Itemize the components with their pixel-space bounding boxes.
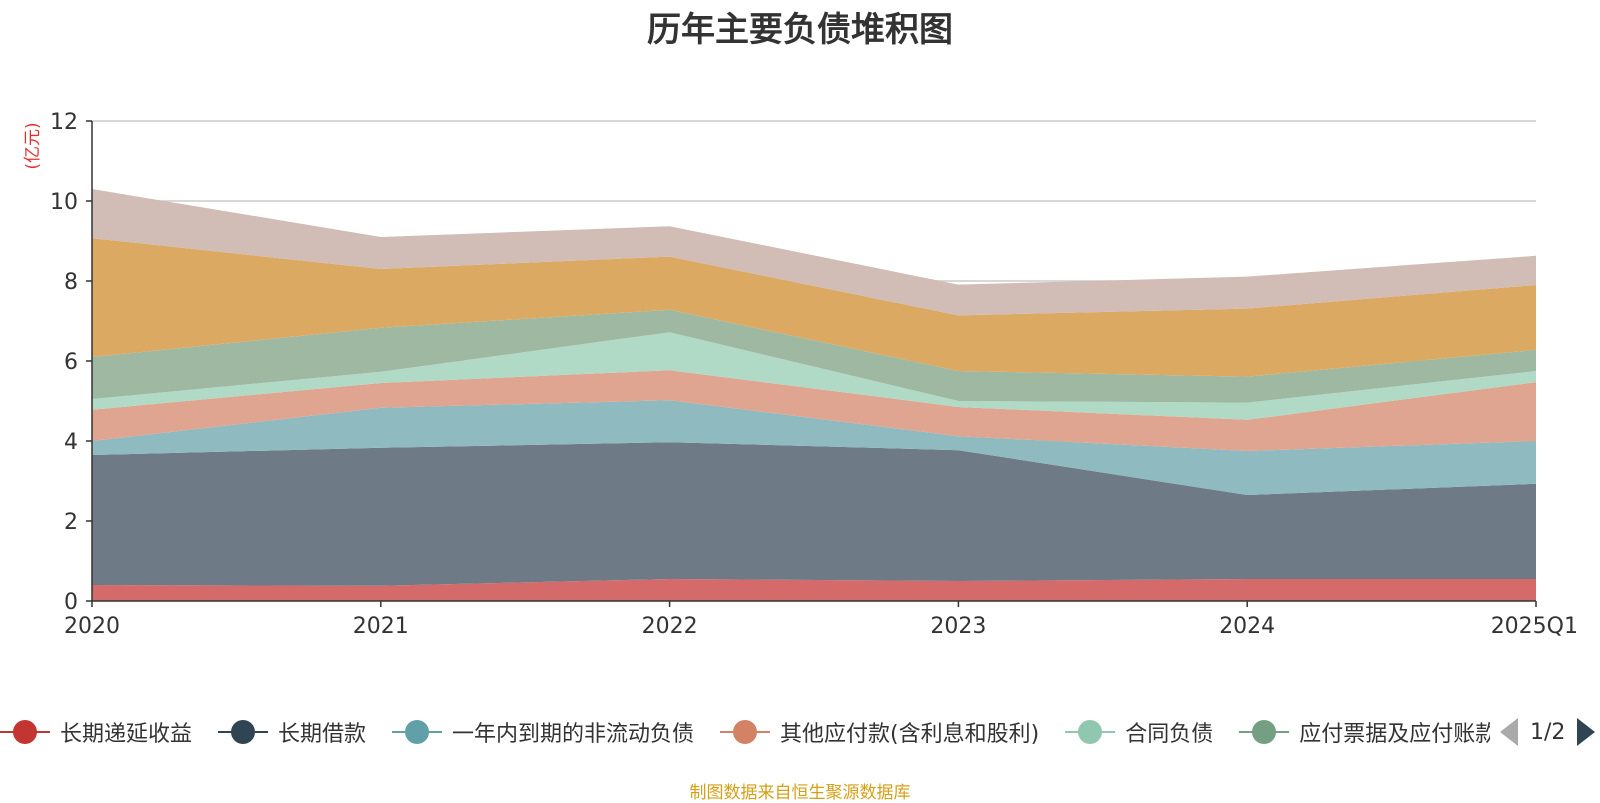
legend-item-label: 长期递延收益 xyxy=(60,722,193,747)
legend-next-arrow-icon[interactable] xyxy=(1577,718,1596,746)
legend-item[interactable]: 其他应付款(含利息和股利) xyxy=(720,716,1039,748)
source-note: 制图数据来自恒生聚源数据库 xyxy=(689,783,911,803)
chart-plot-area: 0 2 4 6 8 10 12 2020 2021 2022 2023 2024 2025Q1 (亿元) xyxy=(23,110,1578,639)
x-tick-label: 2025Q1 xyxy=(1491,614,1578,639)
legend-item[interactable]: 应付票据及应付账款 xyxy=(1239,716,1490,748)
area-series-5 xyxy=(92,332,1536,420)
legend-marker-icon xyxy=(0,719,50,745)
legend-marker-icon xyxy=(218,719,269,745)
chart-legend: 长期递延收益 长期借款 一年内到期的非流动负债 其他应付款(含利息和股利) 合同负债 应付… xyxy=(0,712,1600,752)
area-series-8 xyxy=(92,189,1536,316)
legend-item-label: 应付票据及应付账款 xyxy=(1299,722,1490,747)
y-axis-unit-label: (亿元) xyxy=(23,122,43,169)
legend-marker-icon xyxy=(1239,719,1290,745)
y-tick-label: 8 xyxy=(64,270,78,295)
legend-item-label: 合同负债 xyxy=(1125,722,1214,747)
legend-prev-arrow-icon[interactable] xyxy=(1500,718,1518,746)
legend-item-label: 长期借款 xyxy=(278,722,367,747)
legend-item-label: 一年内到期的非流动负债 xyxy=(452,722,695,747)
area-series-7 xyxy=(92,238,1536,377)
chart-title: 历年主要负债堆积图 xyxy=(647,10,953,50)
legend-marker-icon xyxy=(392,719,443,745)
y-tick-label: 10 xyxy=(50,190,78,215)
area-series-2 xyxy=(92,442,1536,586)
legend-item-label: 其他应付款(含利息和股利) xyxy=(780,722,1040,747)
area-series-1 xyxy=(92,579,1536,601)
x-tick-label: 2021 xyxy=(353,614,409,639)
legend-item[interactable]: 合同负债 xyxy=(1065,716,1213,748)
y-tick-label: 6 xyxy=(64,350,78,375)
area-series-3 xyxy=(92,400,1536,495)
legend-item[interactable]: 长期递延收益 xyxy=(0,716,192,748)
legend-marker-icon xyxy=(1065,719,1116,745)
area-series-6 xyxy=(92,309,1536,403)
y-tick-label: 0 xyxy=(64,590,78,615)
y-tick-label: 12 xyxy=(50,110,78,135)
x-tick-label: 2024 xyxy=(1219,614,1275,639)
legend-item[interactable]: 一年内到期的非流动负债 xyxy=(392,716,694,748)
y-tick-label: 2 xyxy=(64,510,78,535)
x-tick-label: 2020 xyxy=(64,614,120,639)
x-tick-label: 2023 xyxy=(930,614,986,639)
legend-pager: 1/2 xyxy=(1500,718,1596,746)
area-series-4 xyxy=(92,370,1536,451)
legend-item[interactable]: 长期借款 xyxy=(218,716,366,748)
x-tick-label: 2022 xyxy=(642,614,698,639)
legend-page-indicator: 1/2 xyxy=(1530,719,1566,745)
y-tick-label: 4 xyxy=(64,430,78,455)
legend-marker-icon xyxy=(720,719,771,745)
